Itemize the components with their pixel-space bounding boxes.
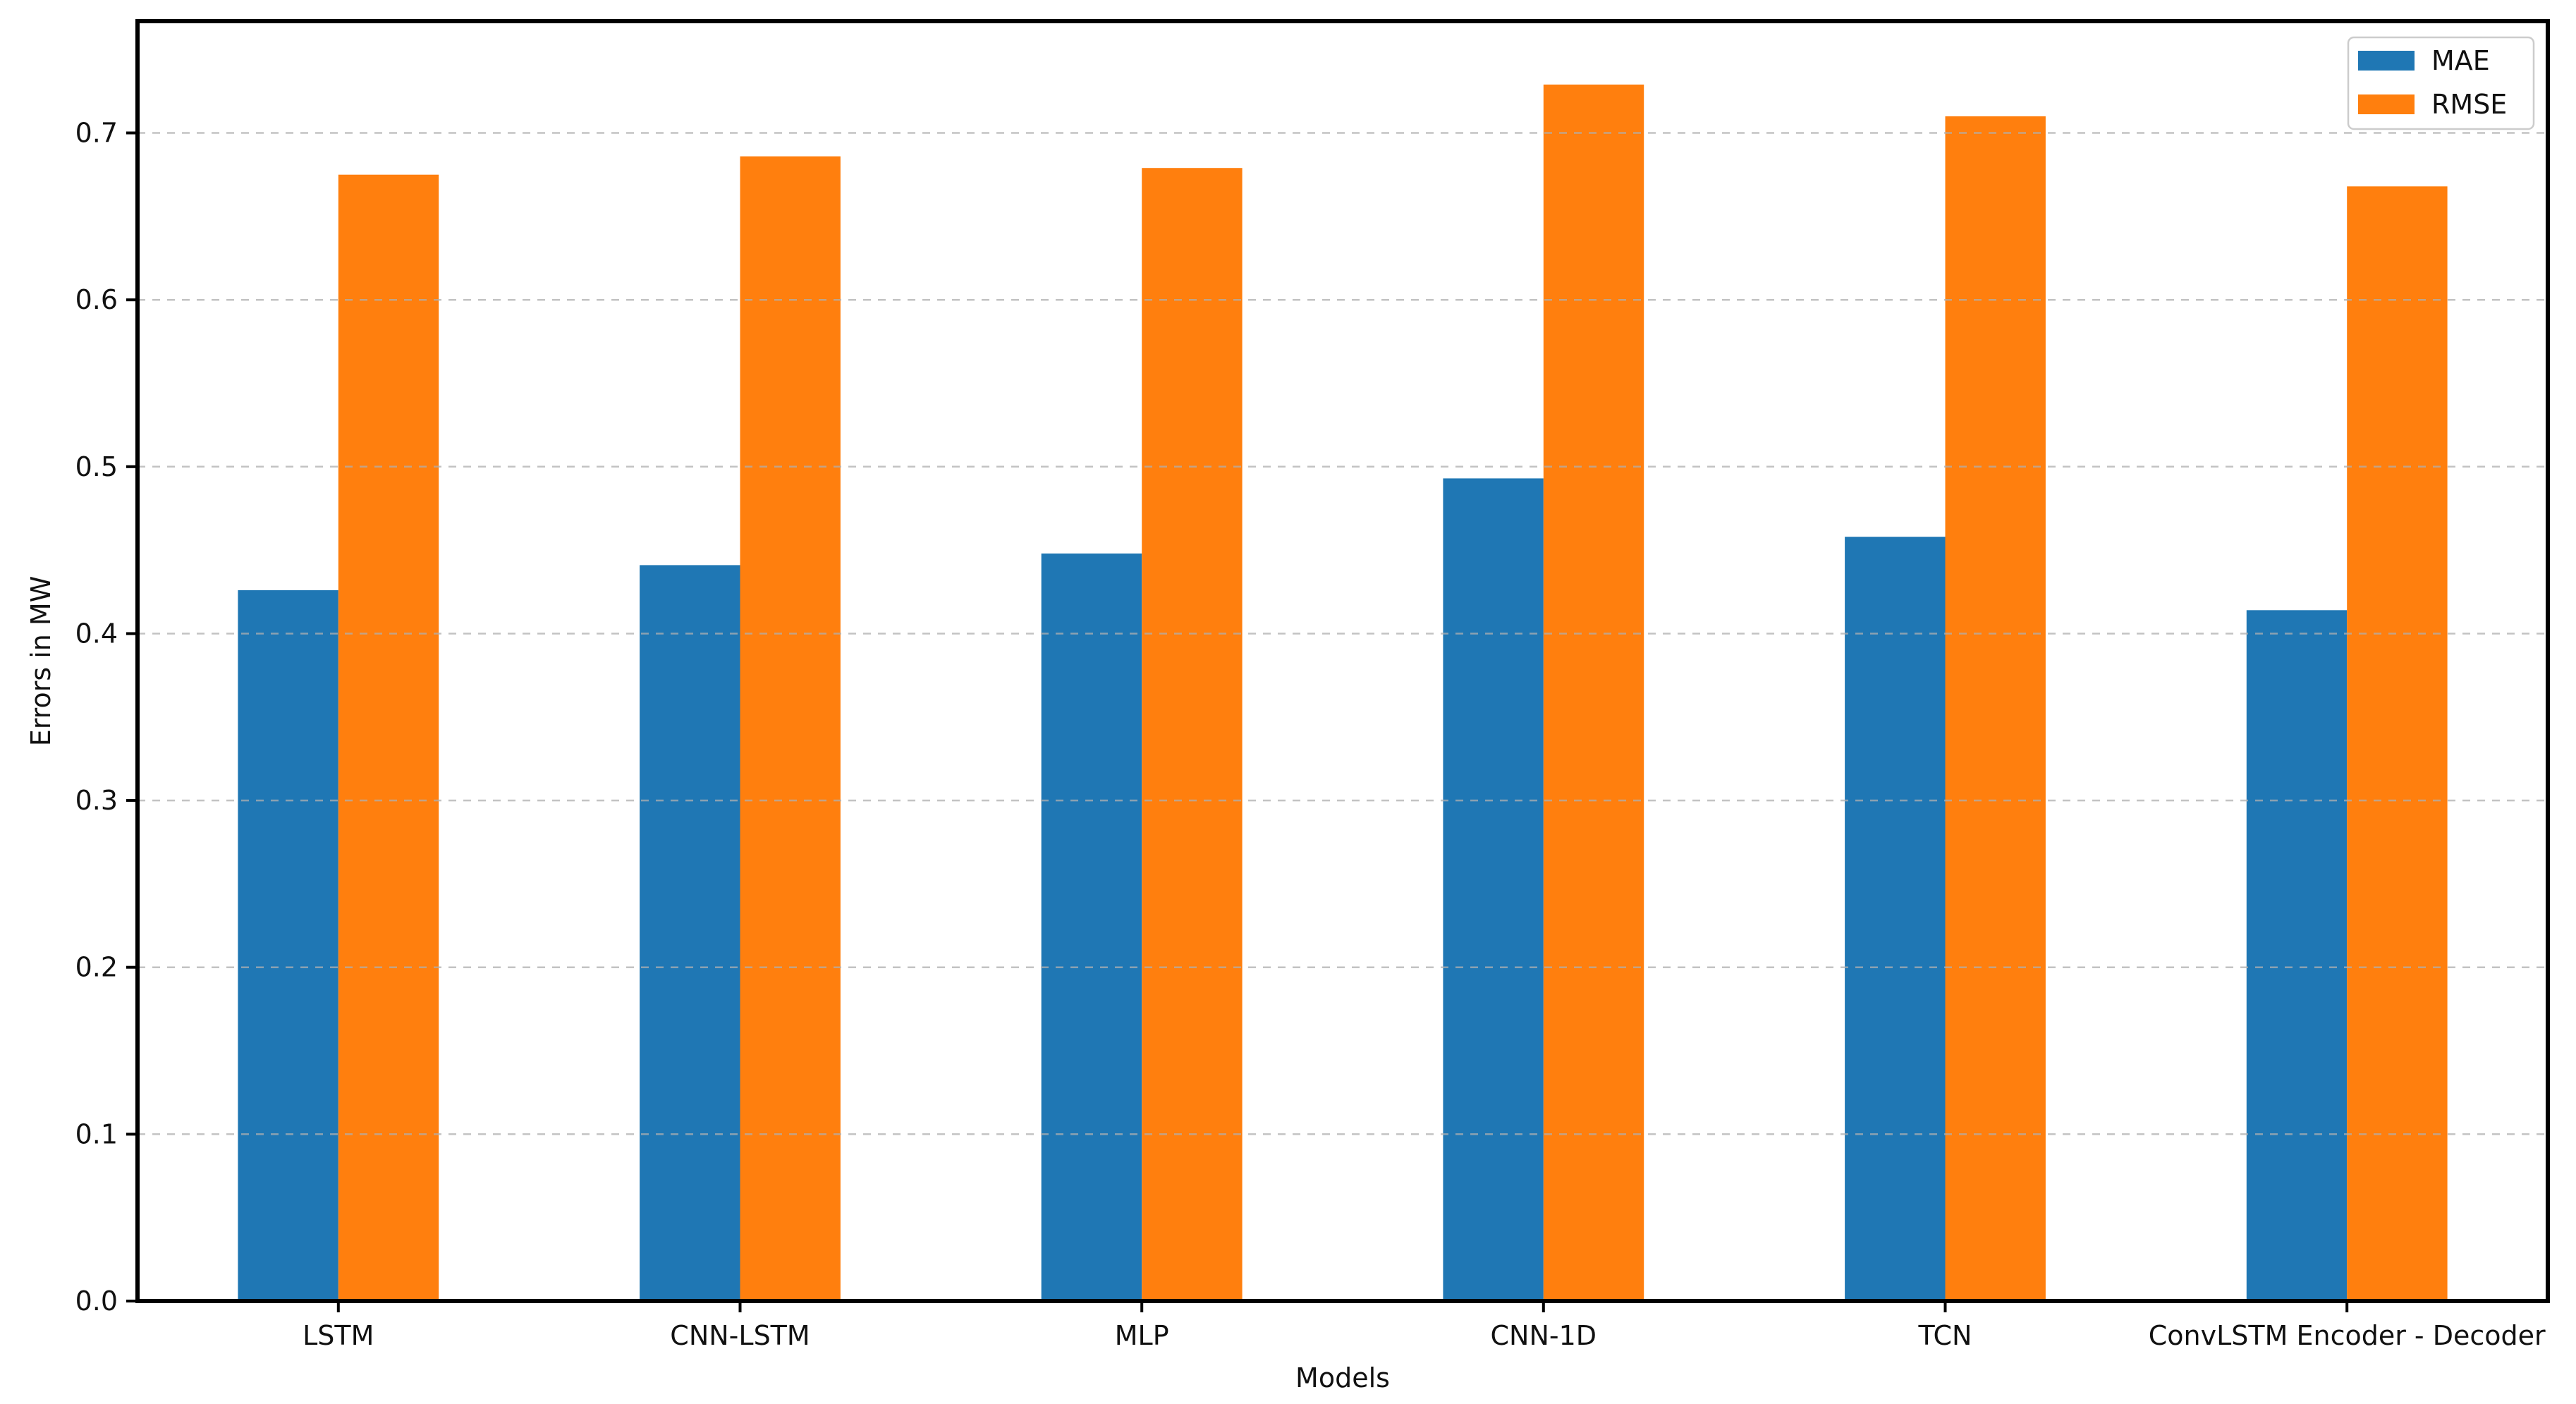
bar-rmse-lstm	[338, 174, 439, 1302]
y-tick-label: 0.4	[75, 618, 118, 649]
x-tick-label: TCN	[1918, 1320, 1972, 1351]
y-tick-label: 0.0	[75, 1286, 118, 1317]
y-tick-label: 0.6	[75, 284, 118, 315]
bar-mae-cnn-1d	[1443, 478, 1544, 1301]
y-axis-label: Errors in MW	[25, 576, 56, 747]
bar-mae-mlp	[1041, 553, 1142, 1301]
x-tick-label: CNN-1D	[1491, 1320, 1597, 1351]
legend-swatch-mae	[2358, 51, 2415, 71]
legend-swatch-rmse	[2358, 94, 2415, 114]
bar-mae-tcn	[1845, 537, 1946, 1302]
bar-mae-convlstm-encoder-decoder	[2246, 610, 2348, 1301]
y-tick-label: 0.3	[75, 785, 118, 816]
legend: MAE RMSE	[2347, 36, 2535, 130]
bar-mae-lstm	[238, 590, 338, 1301]
bar-rmse-cnn-lstm	[740, 156, 841, 1302]
x-tick-label: MLP	[1115, 1320, 1169, 1351]
bar-rmse-cnn-1d	[1543, 84, 1644, 1301]
plot-border	[135, 19, 2550, 1303]
x-tick-label: LSTM	[303, 1320, 374, 1351]
bar-rmse-tcn	[1945, 116, 2046, 1301]
y-tick-label: 0.7	[75, 118, 118, 149]
x-axis-label: Models	[1295, 1362, 1390, 1393]
legend-label-rmse: RMSE	[2431, 89, 2507, 120]
bar-rmse-convlstm-encoder-decoder	[2347, 186, 2448, 1301]
x-tick-label: ConvLSTM Encoder - Decoder	[2149, 1320, 2546, 1351]
bar-mae-cnn-lstm	[640, 565, 740, 1301]
bar-rmse-mlp	[1142, 168, 1243, 1302]
y-tick-label: 0.5	[75, 451, 118, 482]
y-tick-label: 0.2	[75, 952, 118, 983]
x-tick-label: CNN-LSTM	[670, 1320, 810, 1351]
y-tick-label: 0.1	[75, 1118, 118, 1149]
legend-label-mae: MAE	[2431, 45, 2490, 76]
